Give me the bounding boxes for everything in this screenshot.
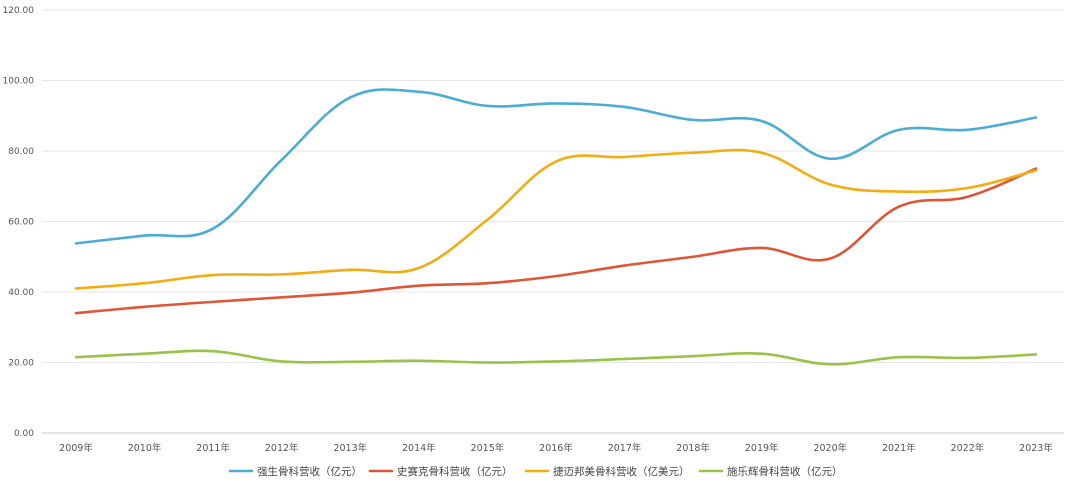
y-tick-label: 0.00 [14,429,34,439]
y-tick-label: 100.00 [3,77,35,87]
x-tick-label: 2012年 [265,442,299,454]
y-tick-label: 80.00 [8,147,34,157]
x-axis-ticks: 2009年 2010年 2011年 2012年 2013年 2014年 2015年 2016年… [59,442,1053,454]
series-lines [74,88,1038,366]
x-tick-label: 2015年 [471,442,505,454]
x-tick-label: 2019年 [745,442,779,454]
series-line-3 [74,148,1038,290]
legend-label-3: 捷迈邦美骨科营收（亿美元） [553,465,690,478]
x-tick-label: 2021年 [882,442,916,454]
x-tick-label: 2011年 [196,442,230,454]
x-tick-label: 2014年 [402,442,436,454]
legend-label-2: 史赛克骨科营收（亿元） [397,465,513,478]
x-tick-label: 2023年 [1019,442,1053,454]
legend-label-1: 强生骨科营收（亿元） [257,465,362,478]
x-tick-label: 2016年 [539,442,573,454]
x-tick-label: 2017年 [608,442,642,454]
series-line-2 [74,167,1038,315]
series-line-4 [74,349,1038,366]
x-tick-label: 2022年 [951,442,985,454]
y-tick-label: 60.00 [8,218,34,228]
series-line-1 [74,88,1038,245]
y-tick-label: 20.00 [8,359,34,369]
y-tick-label: 120.00 [3,6,35,16]
gridlines [42,9,1064,434]
x-tick-label: 2009年 [59,442,93,454]
y-axis-ticks: 0.00 20.00 40.00 60.00 80.00 100.00 120.00 [3,6,35,439]
y-tick-label: 40.00 [8,288,34,298]
x-tick-label: 2018年 [676,442,710,454]
x-tick-label: 2013年 [333,442,367,454]
x-tick-label: 2020年 [813,442,847,454]
legend: 强生骨科营收（亿元） 史赛克骨科营收（亿元） 捷迈邦美骨科营收（亿美元） 施乐辉骨科营… [228,465,843,478]
legend-label-4: 施乐辉骨科营收（亿元） [727,465,843,478]
x-tick-label: 2010年 [128,442,162,454]
